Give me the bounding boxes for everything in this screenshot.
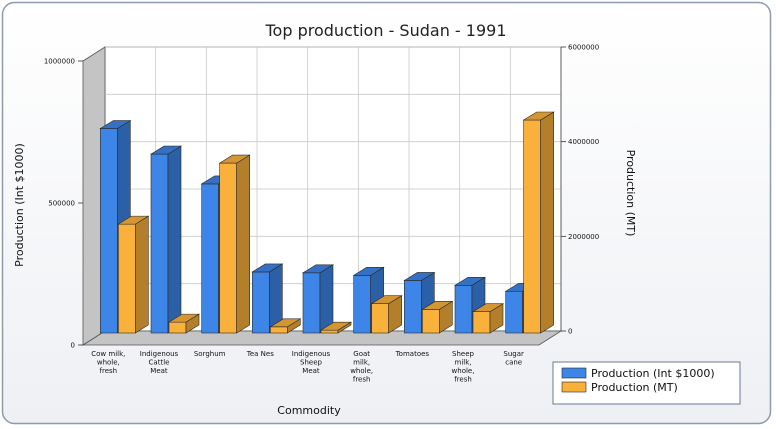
bar-mt [471, 303, 505, 334]
y2-axis-title: Production (MT) [624, 150, 637, 237]
legend-swatch [561, 381, 587, 393]
y2-tick-label: 2000000 [568, 233, 599, 241]
y2-tick-label: 4000000 [568, 138, 599, 146]
legend-label: Production (Int $1000) [591, 367, 715, 380]
legend: Production (Int $1000)Production (MT) [552, 361, 741, 405]
y-tick-label: 0 [71, 342, 75, 350]
category-label: Indigenous Cattle Meat [140, 350, 179, 375]
y2-tick-label: 6000000 [568, 44, 599, 52]
legend-label: Production (MT) [591, 381, 678, 394]
category-label: Sugar cane [503, 350, 524, 367]
category-label: Goat milk, whole, fresh [350, 350, 373, 384]
plot-area: 0 500000 1000000 0 2000000 4000000 6000000 Cow … [44, 44, 599, 384]
y2-tick-label: 0 [568, 328, 572, 336]
y-tick-label: 500000 [48, 200, 75, 208]
bar-mt [522, 111, 555, 334]
bar-mt [319, 321, 353, 334]
category-label: Sheep milk, whole, fresh [452, 350, 475, 384]
legend-swatch [561, 367, 587, 379]
y-axis-title: Production (Int $1000) [13, 143, 26, 267]
bar-mt [117, 215, 150, 334]
chart-title: Top production - Sudan - 1991 [264, 21, 506, 40]
bar-mt [218, 154, 251, 334]
bar-int-1000 [251, 263, 284, 334]
category-label: Tomatoes [395, 350, 430, 358]
bar-int-1000 [149, 145, 183, 334]
category-label: Indigenous Sheep Meat [292, 350, 331, 375]
x-axis-title: Commodity [277, 404, 341, 417]
y-tick-label: 1000000 [44, 58, 75, 66]
category-label: Tea Nes [246, 350, 274, 358]
bar-mt [370, 295, 403, 334]
category-label: Cow milk, whole, fresh [91, 350, 125, 375]
bar-mt [167, 313, 201, 334]
category-label: Sorghum [194, 350, 226, 358]
bar-mt [269, 318, 302, 334]
bar-mt [421, 300, 454, 334]
bar-int-1000 [301, 264, 335, 334]
